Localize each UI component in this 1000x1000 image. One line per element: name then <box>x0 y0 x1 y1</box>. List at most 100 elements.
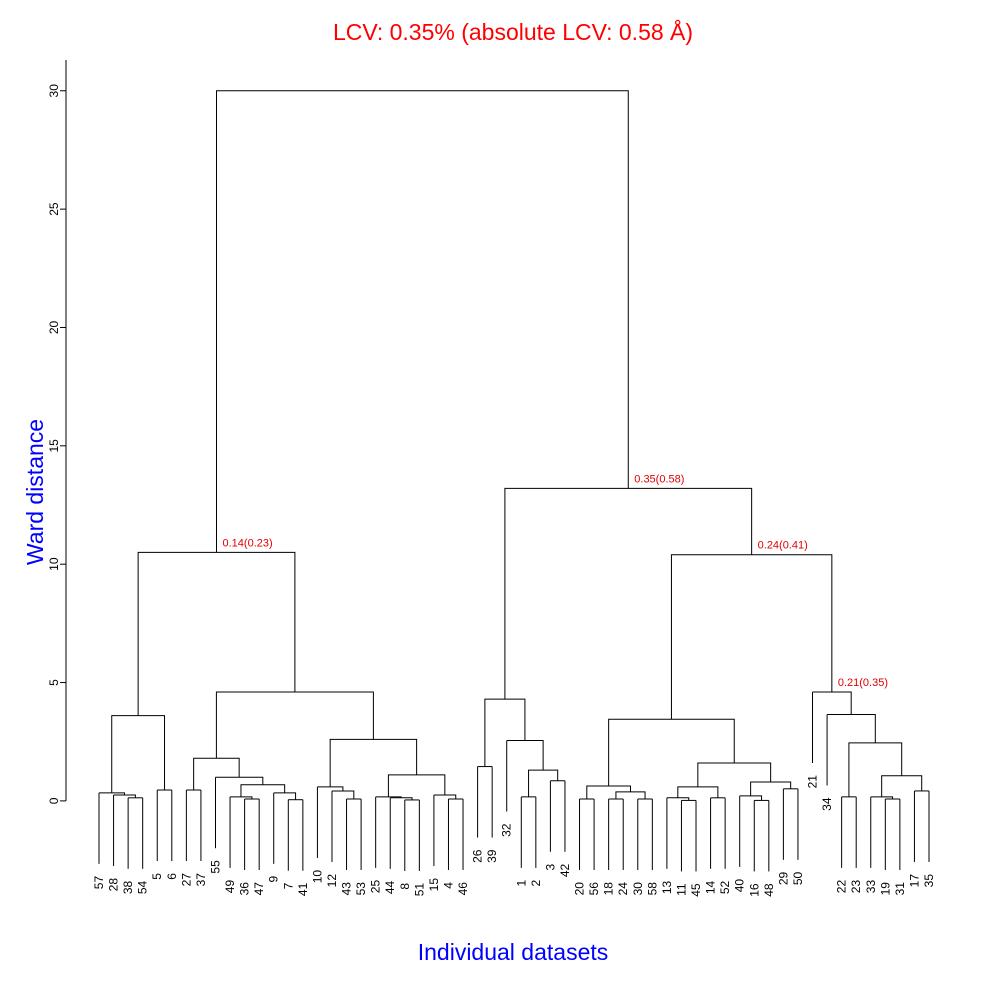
leaf-label: 46 <box>456 882 470 896</box>
leaf-label: 51 <box>412 883 426 897</box>
leaf-label: 41 <box>296 882 310 896</box>
leaf-label: 26 <box>471 849 485 863</box>
y-tick-label: 0 <box>47 797 61 804</box>
merge-link <box>666 797 690 801</box>
leaf-label: 32 <box>500 823 514 837</box>
leaf-label: 50 <box>791 872 805 886</box>
merge-link <box>317 786 344 791</box>
merge-link <box>387 774 446 797</box>
merge-link <box>113 794 136 798</box>
leaf-label: 1 <box>514 880 528 887</box>
leaf-label: 2 <box>529 880 543 887</box>
merge-link <box>608 718 735 786</box>
y-tick-label: 10 <box>47 557 61 571</box>
y-tick-label: 25 <box>47 202 61 216</box>
merge-link <box>739 795 763 801</box>
leaf-label: 43 <box>340 882 354 896</box>
node-annotation: 0.24(0.41) <box>758 540 808 552</box>
leaf-label: 48 <box>762 883 776 897</box>
leaf-label: 37 <box>194 873 208 887</box>
leaf-label: 13 <box>660 881 674 895</box>
leaf-label: 36 <box>238 882 252 896</box>
merge-link <box>484 698 526 767</box>
leaf-label: 14 <box>704 881 718 895</box>
leaf-label: 42 <box>558 863 572 877</box>
leaf-label: 31 <box>893 882 907 896</box>
y-tick-label: 15 <box>47 439 61 453</box>
leaf-label: 25 <box>369 880 383 894</box>
leaf-label: 52 <box>718 881 732 895</box>
merge-link <box>273 792 297 800</box>
leaf-label: 18 <box>602 882 616 896</box>
leaf-label: 27 <box>179 873 193 887</box>
merge-link <box>586 785 631 799</box>
leaf-label: 3 <box>543 863 557 870</box>
leaf-label: 38 <box>121 881 135 895</box>
merge-link <box>329 738 418 787</box>
leaf-label: 40 <box>733 879 747 893</box>
leaf-label: 6 <box>165 873 179 880</box>
leaf-label: 30 <box>631 882 645 896</box>
merge-link <box>848 742 903 797</box>
merge-link <box>528 769 559 797</box>
node-annotation: 0.14(0.23) <box>223 537 273 549</box>
leaf-label: 44 <box>383 881 397 895</box>
merge-link <box>137 551 296 716</box>
y-tick-label: 20 <box>47 320 61 334</box>
leaf-label: 11 <box>674 883 688 896</box>
leaf-label: 16 <box>747 883 761 897</box>
y-tick-label: 30 <box>47 84 61 98</box>
merge-link <box>215 691 374 759</box>
leaf-label: 17 <box>907 874 921 888</box>
merge-link <box>827 713 876 743</box>
merge-link <box>216 90 629 553</box>
merge-link <box>812 691 852 715</box>
leaf-label: 22 <box>835 880 849 894</box>
merge-link <box>433 794 457 799</box>
leaf-label: 7 <box>281 882 295 889</box>
x-axis-title: Individual datasets <box>418 939 609 965</box>
chart-title: LCV: 0.35% (absolute LCV: 0.58 Å) <box>333 18 693 45</box>
leaf-label: 34 <box>820 797 834 811</box>
leaf-label: 8 <box>398 883 412 890</box>
merge-link <box>870 796 894 799</box>
leaf-label: 28 <box>107 878 121 892</box>
leaf-label: 58 <box>645 882 659 896</box>
merge-link <box>504 487 753 700</box>
merge-link <box>99 792 125 795</box>
merge-link <box>615 791 646 799</box>
merge-link <box>193 757 240 790</box>
leaf-label: 4 <box>441 882 455 889</box>
merge-link <box>331 790 355 799</box>
leaf-label: 53 <box>354 882 368 896</box>
leaf-label: 20 <box>573 882 587 896</box>
merge-link <box>375 796 402 798</box>
leaf-label: 57 <box>92 876 106 890</box>
merge-link <box>215 776 264 785</box>
leaf-label: 33 <box>864 880 878 894</box>
leaf-label: 15 <box>427 878 441 892</box>
leaf-label: 45 <box>689 883 703 897</box>
leaf-label: 39 <box>485 849 499 863</box>
leaf-label: 29 <box>776 872 790 886</box>
merge-link <box>697 762 772 787</box>
merge-link <box>111 715 166 793</box>
leaf-label: 12 <box>325 874 339 888</box>
merge-link <box>390 797 413 800</box>
leaf-label: 47 <box>252 882 266 896</box>
y-tick-label: 5 <box>47 679 61 686</box>
leaf-label: 5 <box>150 873 164 880</box>
merge-link <box>881 775 923 797</box>
merge-link <box>240 784 286 797</box>
leaf-label: 55 <box>208 860 222 874</box>
node-annotation: 0.35(0.58) <box>634 473 684 485</box>
merge-link <box>506 740 544 771</box>
leaf-label: 19 <box>878 882 892 896</box>
leaf-label: 35 <box>922 874 936 888</box>
leaf-label: 10 <box>310 870 324 884</box>
y-axis-title: Ward distance <box>22 419 48 565</box>
leaf-label: 23 <box>849 880 863 894</box>
merge-link <box>677 786 719 798</box>
